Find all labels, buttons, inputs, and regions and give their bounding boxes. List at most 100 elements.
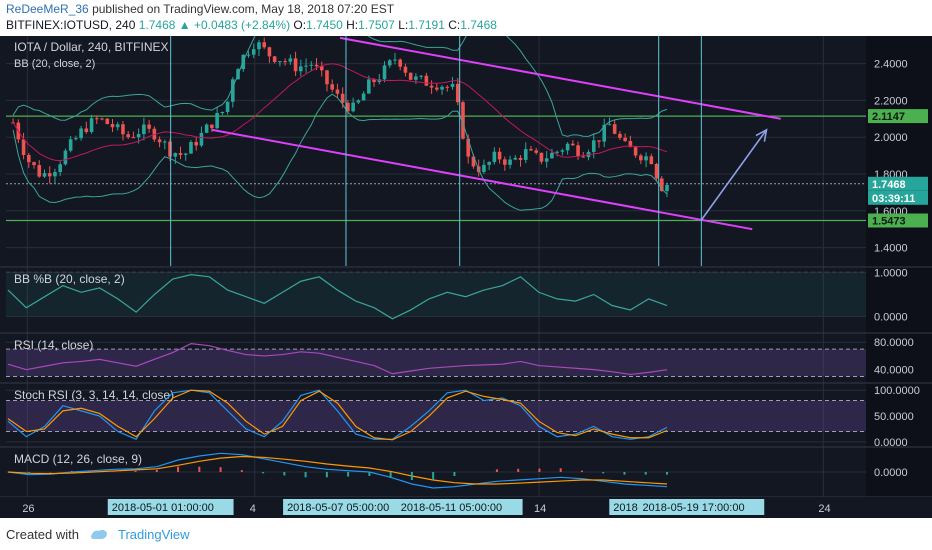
candle-body — [440, 86, 444, 90]
open-label: O: — [293, 18, 307, 32]
open-value: 1.7450 — [306, 18, 343, 32]
candle-body — [89, 118, 94, 133]
indicator-line-4-1 — [7, 455, 668, 485]
reference-band-2 — [6, 349, 866, 377]
candle-body — [424, 75, 429, 86]
price-tag-bg-3 — [868, 213, 928, 228]
candle-body — [654, 163, 659, 179]
pane-title-4: MACD (12, 26, close, 9) — [14, 452, 142, 466]
candle-body — [131, 137, 136, 139]
candle-body — [346, 102, 350, 112]
candle-body — [246, 54, 251, 56]
candle-body — [482, 164, 486, 172]
candle-body — [455, 83, 460, 103]
candle-body — [257, 42, 261, 50]
y-tick-label-2-0: 40.0000 — [874, 365, 914, 377]
x-highlight-bg-1 — [283, 499, 409, 515]
candle-body — [445, 86, 450, 88]
y-tick-label-2-1: 80.0000 — [874, 337, 914, 349]
candle-body — [163, 141, 167, 143]
bb-basis — [12, 63, 668, 162]
candle-body — [183, 153, 188, 155]
candle-body — [210, 124, 214, 129]
y-tick-label-0-3: 2.0000 — [874, 132, 908, 144]
candle-body — [508, 159, 512, 165]
tradingview-brand-link[interactable]: TradingView — [118, 527, 190, 542]
candle-body — [466, 138, 471, 157]
candle-body — [335, 89, 340, 94]
candle-body — [74, 138, 78, 140]
candle-body — [220, 111, 225, 114]
candle-body — [414, 76, 418, 80]
candle-body — [147, 124, 151, 129]
candle-body — [283, 61, 287, 63]
pane-title-0: IOTA / Dollar, 240, BITFINEX — [14, 40, 169, 54]
y-tick-label-0-5: 2.4000 — [874, 59, 908, 71]
candle-body — [32, 162, 36, 166]
y-tick-label-4-0: 0.0000 — [874, 467, 908, 479]
x-tick-label-2: 14 — [534, 503, 546, 515]
x-highlight-bg-2 — [396, 499, 523, 515]
candle-body — [27, 154, 31, 163]
price-tag-3: 1.5473 — [872, 215, 906, 227]
candle-body — [278, 61, 282, 63]
candle-body — [288, 58, 293, 62]
indicator-line-2-0 — [7, 342, 668, 376]
candle-body — [623, 137, 627, 142]
projection-arrow-line — [700, 129, 768, 221]
projection-arrow-head — [755, 128, 768, 142]
channel-upper-line — [339, 36, 781, 120]
pane-title-1: BB %B (20, close, 2) — [14, 272, 125, 286]
candle-body — [215, 113, 219, 129]
tradingview-logo-icon — [91, 529, 107, 539]
candle-body — [649, 156, 654, 164]
candle-body — [565, 143, 570, 151]
x-highlight-label-2: 2018-05-11 05:00:00 — [401, 502, 502, 514]
published-text: published on TradingView.com, May 18, 20… — [92, 2, 395, 16]
pane-title-2: RSI (14, close) — [14, 338, 93, 352]
candle-body — [581, 156, 586, 158]
symbol-ohlc-line: BITFINEX:IOTUSD, 240 1.7468 ▲ +0.0483 (+… — [6, 18, 497, 32]
candle-body — [95, 118, 99, 120]
candle-body — [544, 158, 549, 162]
candle-body — [644, 156, 648, 161]
candle-body — [319, 66, 324, 71]
low-value: 1.7191 — [408, 18, 445, 32]
candle-body — [68, 139, 73, 151]
candle-body — [529, 149, 533, 151]
candle-body — [340, 93, 345, 103]
candle-body — [665, 184, 669, 192]
candle-body — [361, 93, 366, 101]
author-link[interactable]: ReDeeMeR_36 — [6, 2, 89, 16]
candle-body — [168, 141, 172, 157]
candle-body — [367, 79, 371, 94]
indicator-line-4-0 — [7, 452, 668, 489]
y-tick-label-0-0: 1.4000 — [874, 243, 908, 255]
candle-body — [633, 147, 638, 156]
candle-body — [194, 142, 198, 146]
candle-body — [47, 173, 52, 177]
candle-body — [503, 159, 507, 165]
x-tick-label-1: 4 — [250, 503, 256, 515]
candle-body — [309, 64, 314, 66]
price-tag-0: 2.1147 — [872, 111, 905, 123]
candle-body — [387, 60, 392, 66]
reference-band-1 — [6, 272, 866, 317]
candle-body — [251, 49, 256, 55]
channel-lower-line — [211, 128, 753, 231]
y-tick-label-1-1: 1.0000 — [874, 267, 908, 279]
x-tick-label-0: 26 — [22, 503, 34, 515]
candle-body — [356, 100, 361, 103]
candle-body — [304, 65, 308, 67]
low-label: L: — [398, 18, 409, 32]
change-value: +0.0483 (+2.84%) — [194, 18, 291, 32]
indicator-line-3-1 — [7, 389, 668, 441]
candle-body — [136, 134, 141, 138]
candle-body — [299, 66, 303, 72]
chart-canvas[interactable]: 1.40001.60001.80002.00002.20002.4000IOTA… — [0, 36, 932, 518]
candle-body — [497, 151, 502, 160]
candle-body — [105, 118, 110, 125]
candle-body — [351, 102, 355, 112]
candle-body — [461, 102, 465, 139]
candle-body — [272, 56, 277, 62]
